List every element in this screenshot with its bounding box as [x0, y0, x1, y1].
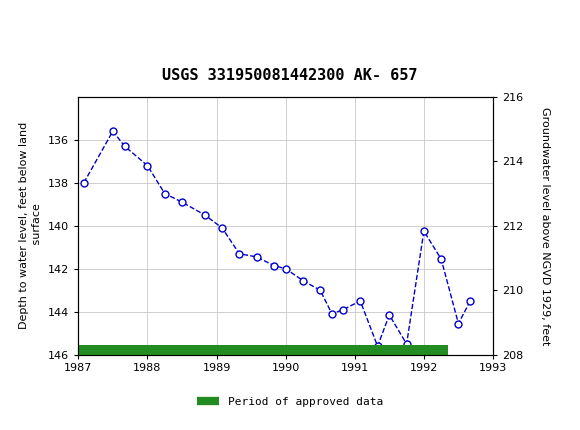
Y-axis label: Groundwater level above NGVD 1929, feet: Groundwater level above NGVD 1929, feet — [540, 107, 550, 345]
Y-axis label: Depth to water level, feet below land
 surface: Depth to water level, feet below land su… — [19, 122, 42, 329]
Text: ≋USGS: ≋USGS — [6, 10, 88, 30]
Bar — [78, 345, 448, 355]
Text: USGS 331950081442300 AK- 657: USGS 331950081442300 AK- 657 — [162, 68, 418, 83]
Legend: Period of approved data: Period of approved data — [193, 393, 387, 412]
